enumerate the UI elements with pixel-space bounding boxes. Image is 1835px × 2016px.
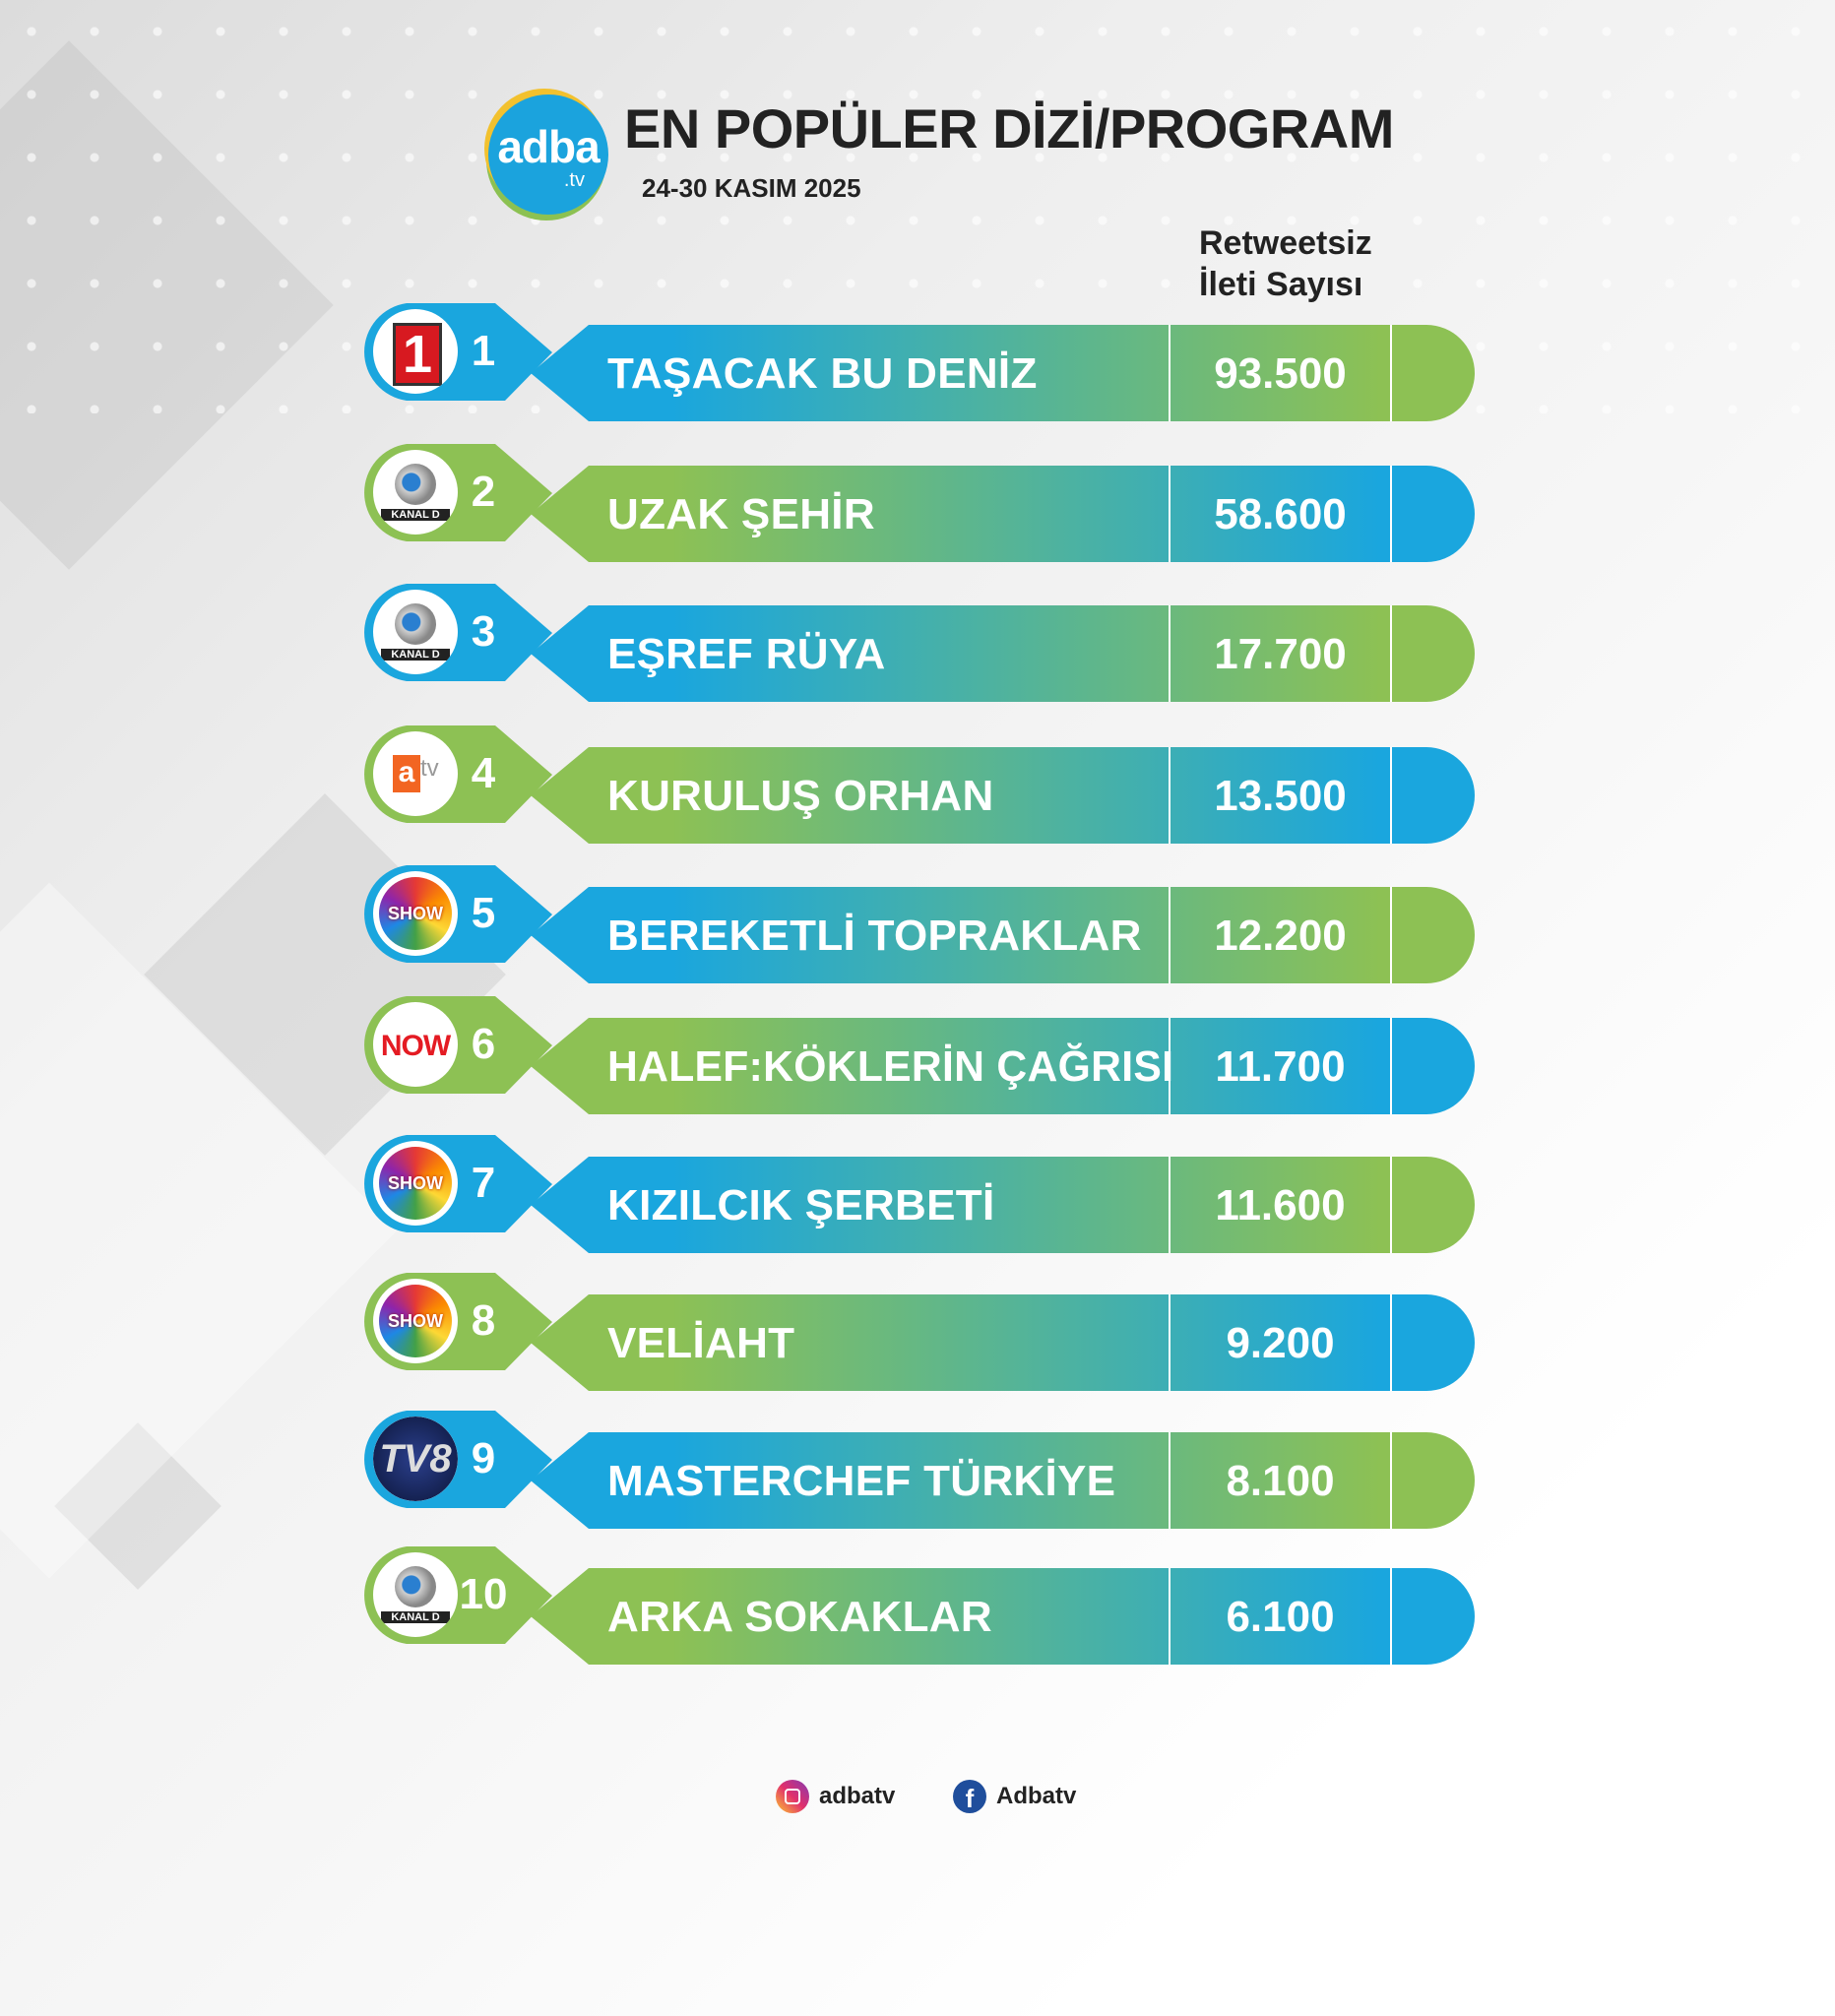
bar <box>531 1294 1475 1391</box>
kanal-1-logo: 1 <box>393 323 442 386</box>
rank-number: 5 <box>471 889 496 937</box>
show-tv-logo-text: SHOW <box>388 904 443 923</box>
kanal-d-eye-icon <box>395 1566 436 1607</box>
program-title: BEREKETLİ TOPRAKLAR <box>607 912 1142 960</box>
channel-logo: TV8 <box>373 1417 458 1501</box>
ranking-row: SHOW 5 BEREKETLİ TOPRAKLAR 12.200 <box>357 865 1480 987</box>
channel-logo: SHOW <box>373 1141 458 1226</box>
ranking-row: KANAL D 2 UZAK ŞEHİR 58.600 <box>357 444 1480 566</box>
channel-logo: KANAL D <box>373 590 458 674</box>
ranking-row: TV8 9 MASTERCHEF TÜRKİYE 8.100 <box>357 1411 1480 1533</box>
bar <box>531 1018 1475 1114</box>
now-logo: NOW <box>380 1030 451 1062</box>
rank-number: 3 <box>471 607 496 656</box>
facebook-icon: f <box>953 1780 986 1813</box>
rank-number: 10 <box>459 1570 508 1618</box>
ranking-row: SHOW 7 KIZILCIK ŞERBETİ 11.600 <box>357 1135 1480 1257</box>
program-title: KURULUŞ ORHAN <box>607 772 994 820</box>
channel-logo: 1 <box>373 309 458 394</box>
program-title: TAŞACAK BU DENİZ <box>607 349 1038 398</box>
facebook-handle: Adbatv <box>996 1783 1077 1809</box>
bar <box>531 747 1475 844</box>
instagram-icon <box>776 1780 809 1813</box>
post-count: 11.600 <box>1215 1181 1346 1229</box>
facebook-link[interactable]: f Adbatv <box>953 1780 1076 1813</box>
instagram-handle: adbatv <box>819 1783 896 1809</box>
show-tv-logo-text: SHOW <box>388 1311 443 1331</box>
post-count: 93.500 <box>1214 349 1347 398</box>
bar <box>531 605 1475 702</box>
logo-text: adba <box>497 121 600 172</box>
column-header: Retweetsiz İleti Sayısı <box>1199 222 1372 305</box>
channel-logo: KANAL D <box>373 450 458 535</box>
bar <box>531 1568 1475 1665</box>
channel-logo: a tv <box>373 731 458 816</box>
instagram-link[interactable]: adbatv <box>776 1780 895 1813</box>
bar <box>531 1432 1475 1529</box>
post-count: 8.100 <box>1226 1457 1335 1505</box>
show-tv-logo: SHOW <box>379 1285 452 1357</box>
program-title: HALEF:KÖKLERİN ÇAĞRISI <box>607 1042 1174 1091</box>
post-count: 13.500 <box>1214 772 1347 820</box>
ranking-row: KANAL D 3 EŞREF RÜYA 17.700 <box>357 584 1480 706</box>
post-count: 9.200 <box>1226 1319 1335 1367</box>
bar <box>531 325 1475 421</box>
post-count: 58.600 <box>1214 490 1347 538</box>
rank-number: 8 <box>471 1296 496 1345</box>
atv-logo-suffix: tv <box>420 755 439 782</box>
post-count: 17.700 <box>1214 630 1347 678</box>
bar <box>531 887 1475 983</box>
kanal-d-logo-text: KANAL D <box>381 1611 450 1623</box>
kanal-d-logo-text: KANAL D <box>381 509 450 521</box>
program-title: MASTERCHEF TÜRKİYE <box>607 1457 1116 1505</box>
logo-suffix: .tv <box>563 169 585 191</box>
column-header-line2: İleti Sayısı <box>1199 266 1363 303</box>
ranking-row: NOW 6 HALEF:KÖKLERİN ÇAĞRISI 11.700 <box>357 996 1480 1118</box>
rank-number: 9 <box>471 1434 496 1482</box>
kanal-d-eye-icon <box>395 603 436 645</box>
ranking-row: a tv 4 KURULUŞ ORHAN 13.500 <box>357 725 1480 848</box>
program-title: VELİAHT <box>607 1319 795 1367</box>
channel-logo: SHOW <box>373 871 458 956</box>
column-header-line1: Retweetsiz <box>1199 224 1372 262</box>
post-count: 12.200 <box>1214 912 1347 960</box>
show-tv-logo: SHOW <box>379 877 452 950</box>
show-tv-logo: SHOW <box>379 1147 452 1220</box>
program-title: EŞREF RÜYA <box>607 630 886 678</box>
bar <box>531 466 1475 562</box>
rank-number: 1 <box>471 327 496 375</box>
date-range: 24-30 KASIM 2025 <box>642 173 861 203</box>
channel-logo: KANAL D <box>373 1552 458 1637</box>
program-title: ARKA SOKAKLAR <box>607 1593 992 1641</box>
post-count: 6.100 <box>1226 1593 1335 1641</box>
rank-number: 2 <box>471 468 496 516</box>
ranking-row: KANAL D 10 ARKA SOKAKLAR 6.100 <box>357 1546 1480 1669</box>
channel-logo: SHOW <box>373 1279 458 1363</box>
rank-number: 7 <box>471 1159 496 1207</box>
program-title: KIZILCIK ŞERBETİ <box>607 1181 995 1229</box>
post-count: 11.700 <box>1215 1042 1346 1091</box>
ranking-row: SHOW 8 VELİAHT 9.200 <box>357 1273 1480 1395</box>
show-tv-logo-text: SHOW <box>388 1173 443 1193</box>
rank-number: 6 <box>471 1020 496 1068</box>
tv8-logo: TV8 <box>373 1417 458 1501</box>
atv-logo: a <box>393 755 420 792</box>
ranking-row: 1 1 TAŞACAK BU DENİZ 93.500 <box>357 303 1480 425</box>
page-title: EN POPÜLER DİZİ/PROGRAM <box>624 97 1394 159</box>
adba-tv-logo: adba .tv <box>488 94 608 215</box>
channel-logo: NOW <box>373 1002 458 1087</box>
bar <box>531 1157 1475 1253</box>
rank-number: 4 <box>471 749 496 797</box>
program-title: UZAK ŞEHİR <box>607 490 875 538</box>
kanal-d-eye-icon <box>395 464 436 505</box>
kanal-d-logo-text: KANAL D <box>381 649 450 661</box>
